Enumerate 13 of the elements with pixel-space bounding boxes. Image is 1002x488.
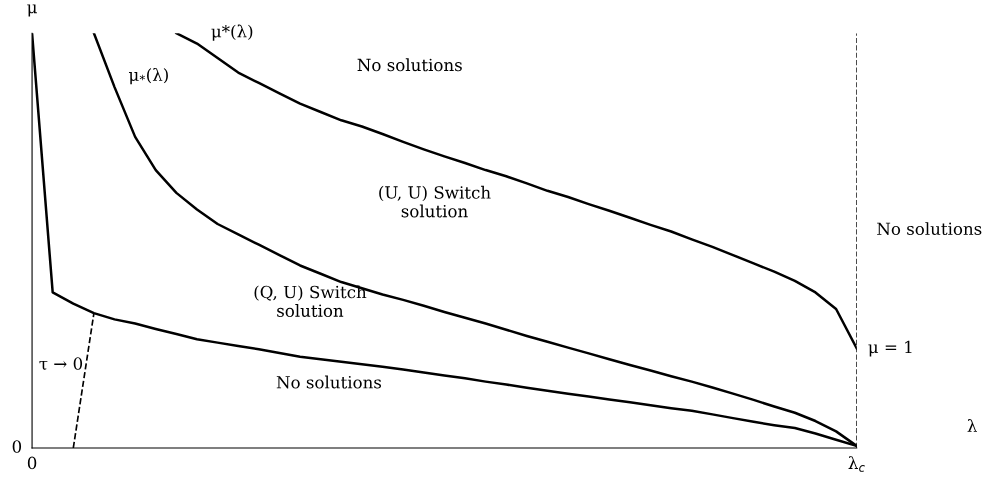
annotation: (Q, U) Switch solution [254,285,367,317]
annotation: μ = 1 [868,340,912,357]
annotation: No solutions [276,375,382,389]
annotation: τ → 0 [39,357,83,370]
y-axis-title: μ [27,4,37,17]
series-label: μ$_{*}$(λ) [128,68,168,85]
series-label: μ*(λ) [211,24,253,41]
x-tick-label: λ$_{c}$ [848,456,865,472]
text: λ [967,419,977,432]
annotation: No solutions [357,58,462,72]
text: 0 [12,440,22,453]
text: No solutions [877,222,982,236]
annotation: (U, U) Switch solution [379,185,491,218]
